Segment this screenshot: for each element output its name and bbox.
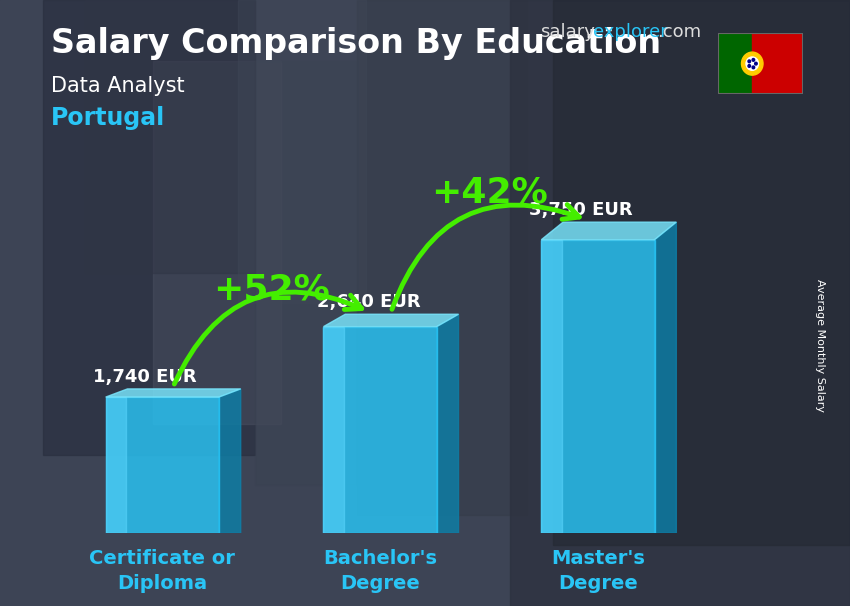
Bar [85,0,255,273]
Text: Portugal: Portugal [51,106,165,130]
Text: 1,740 EUR: 1,740 EUR [93,368,196,386]
Bar [255,61,357,485]
Polygon shape [437,315,458,533]
Polygon shape [219,389,241,533]
Text: 3,750 EUR: 3,750 EUR [529,201,632,219]
Bar [752,33,803,94]
Polygon shape [541,240,654,533]
Polygon shape [105,389,241,397]
Polygon shape [105,397,126,533]
Circle shape [741,52,763,75]
Polygon shape [105,397,219,533]
Bar [718,33,752,94]
Text: salary: salary [540,23,595,41]
Text: Data Analyst: Data Analyst [51,76,184,96]
Bar [238,0,366,303]
Text: +42%: +42% [431,175,547,210]
Bar [153,61,280,424]
Bar [357,0,527,515]
Polygon shape [324,315,458,327]
Text: +52%: +52% [212,272,330,306]
Polygon shape [324,327,437,533]
Polygon shape [324,327,344,533]
Circle shape [752,59,755,61]
Bar [510,0,850,606]
Text: Average Monthly Salary: Average Monthly Salary [815,279,825,412]
Bar [552,0,850,545]
Circle shape [746,57,758,70]
Bar [42,0,255,454]
Polygon shape [541,222,677,240]
Polygon shape [654,222,677,533]
Circle shape [748,60,751,62]
Text: Salary Comparison By Education: Salary Comparison By Education [51,27,661,60]
Polygon shape [541,240,562,533]
Circle shape [755,62,757,65]
Text: 2,640 EUR: 2,640 EUR [317,293,421,311]
Circle shape [752,66,755,68]
Text: .com: .com [657,23,701,41]
Circle shape [748,65,751,67]
Text: explorer: explorer [593,23,668,41]
